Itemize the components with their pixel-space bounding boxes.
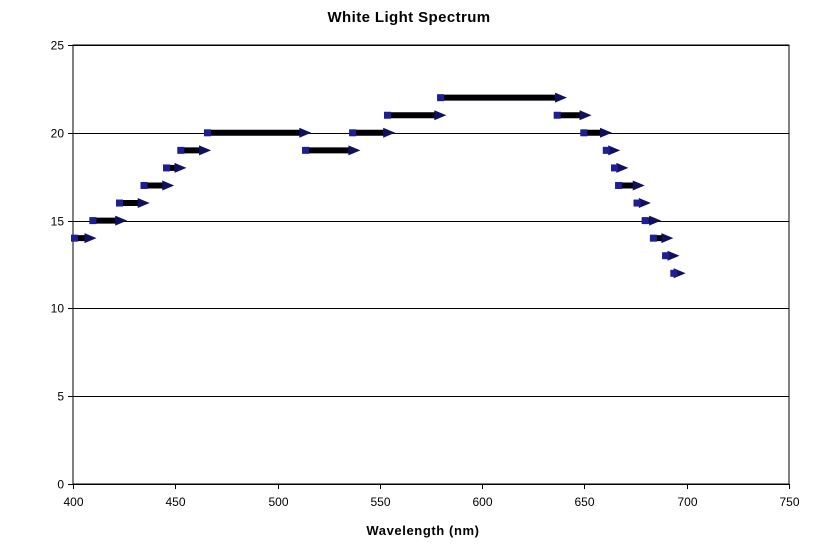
x-tick-label-400: 400 bbox=[63, 495, 83, 509]
segment-start-marker bbox=[89, 217, 97, 225]
segment-start-marker bbox=[177, 146, 185, 154]
segment-start-marker bbox=[383, 111, 391, 119]
segment-arrowhead-icon bbox=[661, 233, 674, 244]
y-tick-label-25: 25 bbox=[51, 39, 65, 53]
spectrum-segment-22-10 bbox=[437, 92, 568, 103]
segment-start-marker bbox=[437, 94, 445, 102]
y-tick-label-20: 20 bbox=[51, 127, 65, 141]
chart-title: White Light Spectrum bbox=[327, 9, 491, 26]
spectrum-segment-15-1 bbox=[89, 215, 128, 226]
x-axis-title: Wavelength (nm) bbox=[366, 523, 480, 538]
segment-arrowhead-icon bbox=[667, 250, 680, 261]
segment-arrowhead-icon bbox=[137, 198, 150, 209]
spectrum-segment-13-19 bbox=[662, 250, 680, 261]
spectrum-segment-16-2 bbox=[116, 198, 150, 209]
segment-start-marker bbox=[116, 199, 124, 207]
segment-start-marker bbox=[349, 129, 357, 137]
x-tick-label-550: 550 bbox=[370, 495, 390, 509]
segment-arrowhead-icon bbox=[616, 162, 629, 173]
spectrum-segment-20-12 bbox=[580, 127, 613, 138]
spectrum-segment-19-7 bbox=[302, 145, 361, 156]
segment-arrowhead-icon bbox=[348, 145, 361, 156]
segment-start-marker bbox=[641, 217, 649, 225]
x-tick-label-450: 450 bbox=[165, 495, 185, 509]
segment-arrowhead-icon bbox=[383, 127, 396, 138]
segment-start-marker bbox=[633, 199, 641, 207]
segment-start-marker bbox=[580, 129, 588, 137]
x-tick-label-750: 750 bbox=[779, 495, 799, 509]
segment-arrowhead-icon bbox=[84, 233, 97, 244]
spectrum-segment-12-20 bbox=[670, 268, 686, 279]
spectrum-segment-19-13 bbox=[602, 145, 621, 156]
segment-start-marker bbox=[203, 129, 211, 137]
plot-border bbox=[72, 44, 790, 485]
spectrum-segment-18-14 bbox=[611, 162, 629, 173]
spectrum-segment-17-15 bbox=[615, 180, 645, 191]
x-tick-label-700: 700 bbox=[677, 495, 697, 509]
segment-start-marker bbox=[553, 111, 561, 119]
y-tick-label-15: 15 bbox=[51, 215, 65, 229]
segment-arrowhead-icon bbox=[600, 127, 613, 138]
spectrum-segment-21-11 bbox=[553, 110, 592, 121]
x-tick-label-500: 500 bbox=[268, 495, 288, 509]
spectrum-segment-18-4 bbox=[163, 162, 187, 173]
spectrum-segment-16-16 bbox=[633, 198, 651, 209]
segment-start-marker bbox=[71, 234, 78, 242]
y-tick-label-5: 5 bbox=[57, 390, 64, 404]
segment-arrowhead-icon bbox=[555, 92, 568, 103]
x-tick-label-600: 600 bbox=[472, 495, 492, 509]
segment-start-marker bbox=[602, 146, 610, 154]
segment-arrowhead-icon bbox=[162, 180, 175, 191]
spectrum-segment-21-9 bbox=[383, 110, 447, 121]
spectrum-segment-14-18 bbox=[649, 233, 674, 244]
spectrum-segment-17-3 bbox=[140, 180, 175, 191]
x-tick-label-650: 650 bbox=[574, 495, 594, 509]
spectrum-segment-19-5 bbox=[177, 145, 212, 156]
segment-start-marker bbox=[670, 269, 678, 277]
segment-arrowhead-icon bbox=[299, 127, 312, 138]
y-tick-label-0: 0 bbox=[57, 478, 64, 492]
segment-start-marker bbox=[649, 234, 657, 242]
y-tick-label-10: 10 bbox=[51, 302, 65, 316]
spectrum-segment-15-17 bbox=[641, 215, 662, 226]
segment-arrowhead-icon bbox=[434, 110, 447, 121]
segment-start-marker bbox=[611, 164, 619, 172]
segment-start-marker bbox=[615, 181, 623, 189]
spectrum-segment-20-8 bbox=[349, 127, 396, 138]
segment-start-marker bbox=[140, 181, 148, 189]
segment-arrowhead-icon bbox=[199, 145, 212, 156]
segment-arrowhead-icon bbox=[632, 180, 645, 191]
segment-arrowhead-icon bbox=[115, 215, 128, 226]
segment-arrowhead-icon bbox=[638, 198, 651, 209]
segment-arrowhead-icon bbox=[174, 162, 187, 173]
segment-arrowhead-icon bbox=[608, 145, 621, 156]
segment-start-marker bbox=[662, 252, 670, 260]
segment-arrowhead-icon bbox=[579, 110, 592, 121]
segment-arrowhead-icon bbox=[649, 215, 662, 226]
segment-start-marker bbox=[302, 146, 310, 154]
segment-start-marker bbox=[163, 164, 171, 172]
spectrum-segment-20-6 bbox=[203, 127, 312, 138]
spectrum-segment-14-0 bbox=[71, 233, 97, 244]
